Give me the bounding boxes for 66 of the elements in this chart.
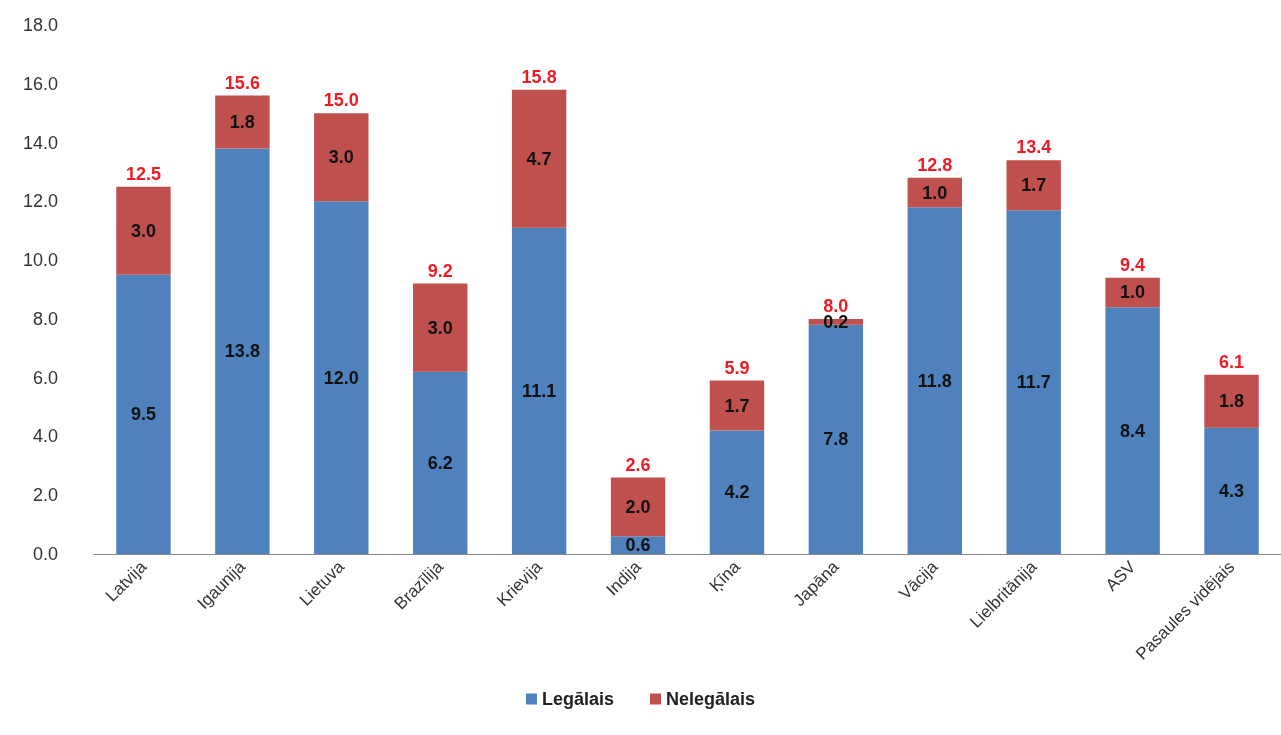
bar — [314, 201, 369, 554]
data-label: 1.8 — [229, 111, 255, 132]
bar — [1204, 374, 1259, 428]
data-label: 0.6 — [625, 535, 651, 556]
bar — [709, 380, 765, 431]
total-label: 15.6 — [224, 72, 260, 93]
data-label: 11.8 — [917, 370, 952, 391]
bar — [116, 274, 171, 554]
data-label: 6.2 — [427, 452, 453, 473]
data-label: 9.5 — [130, 404, 156, 425]
total-label: 2.6 — [625, 454, 651, 475]
bar — [1006, 210, 1061, 554]
y-tick-label: 4.0 — [32, 426, 58, 447]
total-label: 12.8 — [917, 154, 953, 175]
y-tick-label: 2.0 — [32, 485, 58, 506]
data-label: 1.7 — [1021, 175, 1047, 196]
data-label: 1.0 — [922, 182, 948, 203]
y-tick-label: 18.0 — [22, 15, 58, 35]
y-tick-label: 16.0 — [22, 73, 58, 94]
bar — [1006, 160, 1061, 211]
legend-label: Nelegālais — [665, 689, 756, 709]
bar — [215, 148, 270, 554]
data-label: 4.2 — [724, 482, 750, 503]
total-label: 13.4 — [1016, 137, 1052, 158]
data-label: 3.0 — [427, 317, 453, 338]
bar — [511, 89, 567, 228]
y-tick-label: 14.0 — [22, 132, 58, 153]
y-tick-label: 10.0 — [22, 250, 58, 271]
total-label: 9.4 — [1120, 254, 1146, 275]
total-label: 9.2 — [427, 260, 453, 281]
total-label: 12.5 — [125, 163, 161, 184]
total-label: 6.1 — [1219, 351, 1245, 372]
bar — [1105, 307, 1160, 554]
data-label: 13.8 — [224, 341, 260, 362]
data-label: 7.8 — [823, 429, 849, 450]
bar — [511, 227, 567, 554]
data-label: 2.0 — [625, 496, 651, 517]
bar — [610, 477, 666, 537]
bar — [314, 113, 369, 202]
total-label: 15.0 — [323, 90, 359, 111]
bar — [413, 283, 468, 372]
bar — [1204, 427, 1259, 554]
data-label: 3.0 — [328, 147, 354, 168]
data-label: 1.8 — [1219, 391, 1245, 412]
bar — [116, 186, 171, 275]
data-label: 3.0 — [130, 220, 156, 241]
data-label: 4.7 — [526, 148, 552, 169]
total-label: 8.0 — [823, 295, 849, 316]
y-tick-label: 6.0 — [32, 367, 58, 388]
data-label: 1.7 — [724, 395, 750, 416]
total-label: 15.8 — [521, 66, 557, 87]
data-label: 4.3 — [1219, 480, 1245, 501]
data-label: 8.4 — [1120, 420, 1146, 441]
data-label: 11.1 — [522, 380, 557, 401]
bar — [413, 371, 468, 554]
y-tick-label: 12.0 — [22, 191, 58, 212]
data-label: 12.0 — [323, 367, 359, 388]
bar — [907, 207, 962, 554]
legend-label: Legālais — [541, 689, 614, 709]
y-tick-label: 0.0 — [32, 544, 58, 564]
data-label: 1.0 — [1120, 282, 1146, 303]
total-label: 5.9 — [724, 357, 750, 378]
bar — [215, 95, 270, 149]
y-tick-label: 8.0 — [32, 308, 58, 329]
data-label: 11.7 — [1016, 372, 1051, 393]
bar — [709, 430, 765, 554]
